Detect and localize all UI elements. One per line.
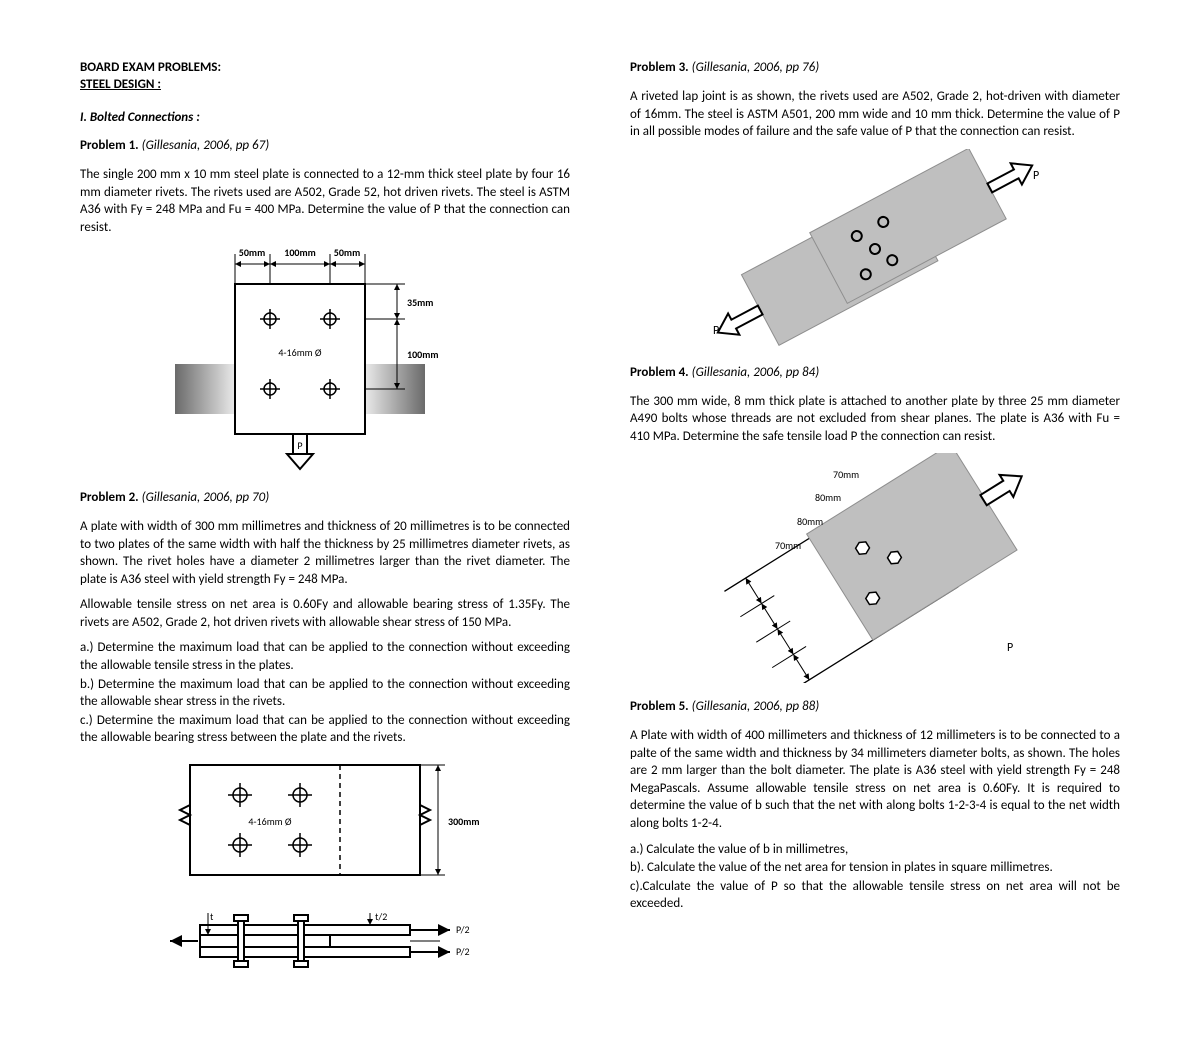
problem2-figure: 4-16mm Ø 300mm [80,755,570,985]
problem4-head: Problem 4. (Gillesania, 2006, pp 84) [630,365,1120,380]
fig1-d35: 35mm [407,296,433,309]
problem3-body: A riveted lap joint is as shown, the riv… [630,88,1120,141]
fig1-bolt-label: 4-16mm Ø [278,346,322,359]
problem2-a: a.) Determine the maximum load that can … [80,639,570,674]
fig3-Pb: P [713,324,719,338]
problem2-cite: (Gillesania, 2006, pp 70) [142,490,270,505]
problem1-figure: 4-16mm Ø 50mm 100mm 50mm 3 [80,244,570,474]
fig1-d100: 100mm [284,246,315,259]
header-line2: STEEL DESIGN : [80,77,570,92]
problem5-number: Problem 5. [630,699,689,714]
problem2-c: c.) Determine the maximum load that can … [80,712,570,747]
problem3-cite: (Gillesania, 2006, pp 76) [692,60,820,75]
problem2-b: b.) Determine the maximum load that can … [80,676,570,711]
fig1-force: P [297,439,302,452]
fig2-d300: 300mm [448,815,479,828]
problem4-figure: 70mm 80mm 80mm 70mm P [630,453,1120,683]
right-column: Problem 3. (Gillesania, 2006, pp 76) A r… [630,60,1120,1001]
problem4-cite: (Gillesania, 2006, pp 84) [692,365,820,380]
problem3-number: Problem 3. [630,60,689,75]
fig3-Pa: P [1033,169,1039,183]
problem3-figure: P P [630,149,1120,349]
problem5-b: b). Calculate the value of the net area … [630,859,1120,877]
fig4-d80b: 80mm [797,515,823,528]
problem1-head: Problem 1. (Gillesania, 2006, pp 67) [80,138,570,153]
problem1-cite: (Gillesania, 2006, pp 67) [142,138,270,153]
problem5-cite: (Gillesania, 2006, pp 88) [692,699,820,714]
problem2-body: A plate with width of 300 mm millimetres… [80,518,570,588]
fig1-d50b: 50mm [334,246,360,259]
fig2-t: t [210,910,214,923]
fig1-d50a: 50mm [239,246,265,259]
problem5-a: a.) Calculate the value of b in millimet… [630,841,1120,859]
problem5-c: c).Calculate the value of P so that the … [630,878,1120,913]
fig2-p2a: P/2 [456,923,470,936]
page: BOARD EXAM PROBLEMS: STEEL DESIGN : I. B… [80,60,1120,1001]
problem1-body: The single 200 mm x 10 mm steel plate is… [80,166,570,236]
problem1-number: Problem 1. [80,138,139,153]
problem4-number: Problem 4. [630,365,689,380]
problem5-body: A Plate with width of 400 millimeters an… [630,727,1120,832]
problem2-body2: Allowable tensile stress on net area is … [80,596,570,631]
section-bolted-title: I. Bolted Connections : [80,110,570,125]
problem5-head: Problem 5. (Gillesania, 2006, pp 88) [630,699,1120,714]
fig2-t2: t/2 [375,910,387,923]
problem2-head: Problem 2. (Gillesania, 2006, pp 70) [80,490,570,505]
header-line1: BOARD EXAM PROBLEMS: [80,60,570,75]
fig2-bolt-label: 4-16mm Ø [248,815,292,828]
fig4-P: P [1007,641,1013,655]
fig4-d70b: 70mm [775,539,801,552]
fig4-d80a: 80mm [815,491,841,504]
fig1-d100v: 100mm [407,348,438,361]
problem4-body: The 300 mm wide, 8 mm thick plate is att… [630,393,1120,446]
problem2-number: Problem 2. [80,490,139,505]
problem3-head: Problem 3. (Gillesania, 2006, pp 76) [630,60,1120,75]
left-column: BOARD EXAM PROBLEMS: STEEL DESIGN : I. B… [80,60,570,1001]
fig2-p2b: P/2 [456,945,470,958]
fig4-d70a: 70mm [833,468,859,481]
